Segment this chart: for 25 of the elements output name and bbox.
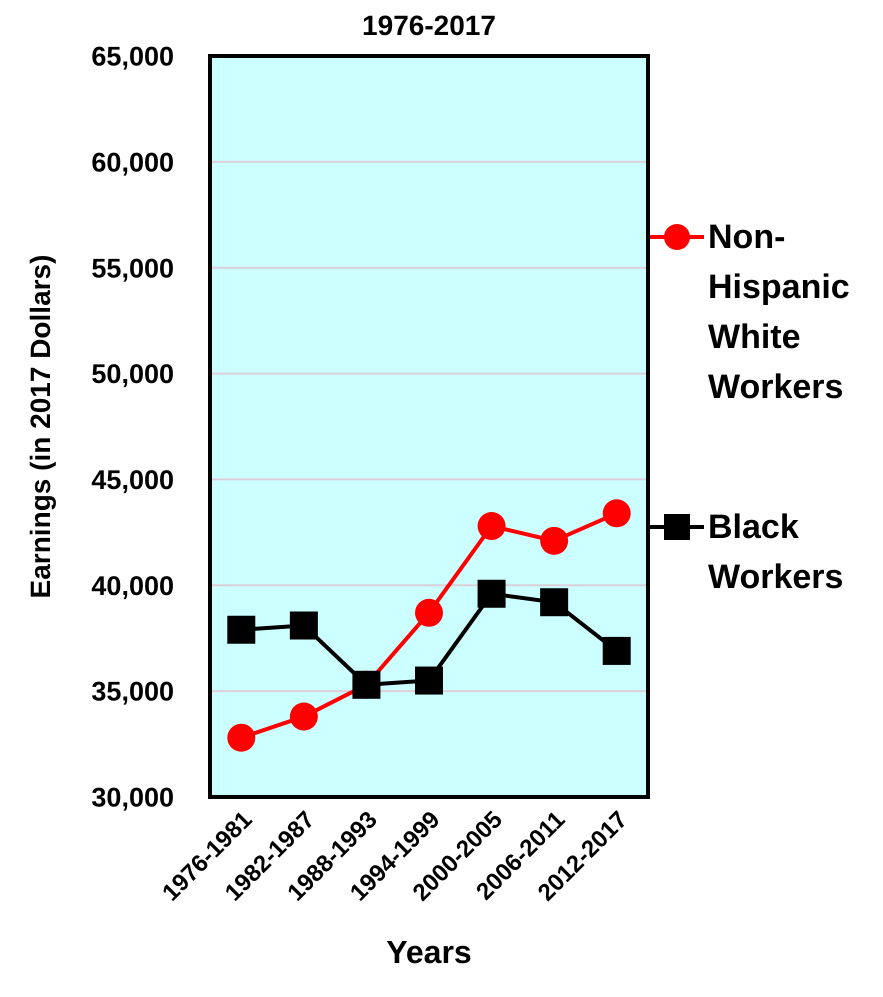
point xyxy=(415,666,443,695)
y-tick-label: 60,000 xyxy=(91,147,174,178)
y-tick-label: 55,000 xyxy=(91,253,174,284)
point xyxy=(415,598,443,627)
legend-label: Black Workers xyxy=(708,506,844,598)
point xyxy=(478,512,506,540)
point xyxy=(540,526,568,555)
legend-label: Non-Hispanic White Workers xyxy=(708,216,851,408)
point xyxy=(290,702,318,731)
y-tick-label: 35,000 xyxy=(91,676,174,707)
point xyxy=(602,636,631,665)
y-tick-label: 65,000 xyxy=(91,42,174,72)
y-tick-label: 40,000 xyxy=(91,570,174,601)
y-tick-label: 45,000 xyxy=(91,465,174,496)
point xyxy=(478,580,506,608)
point xyxy=(602,499,631,528)
y-axis-title: Earnings (in 2017 Dollars) xyxy=(24,254,56,598)
point xyxy=(227,616,256,644)
point xyxy=(227,724,256,752)
chart-title: 1976-2017 xyxy=(361,9,497,43)
point xyxy=(290,612,318,640)
point xyxy=(540,588,568,616)
y-tick-label: 30,000 xyxy=(91,782,174,813)
y-tick-label: 50,000 xyxy=(91,359,174,390)
x-axis-title: Years xyxy=(386,934,472,970)
